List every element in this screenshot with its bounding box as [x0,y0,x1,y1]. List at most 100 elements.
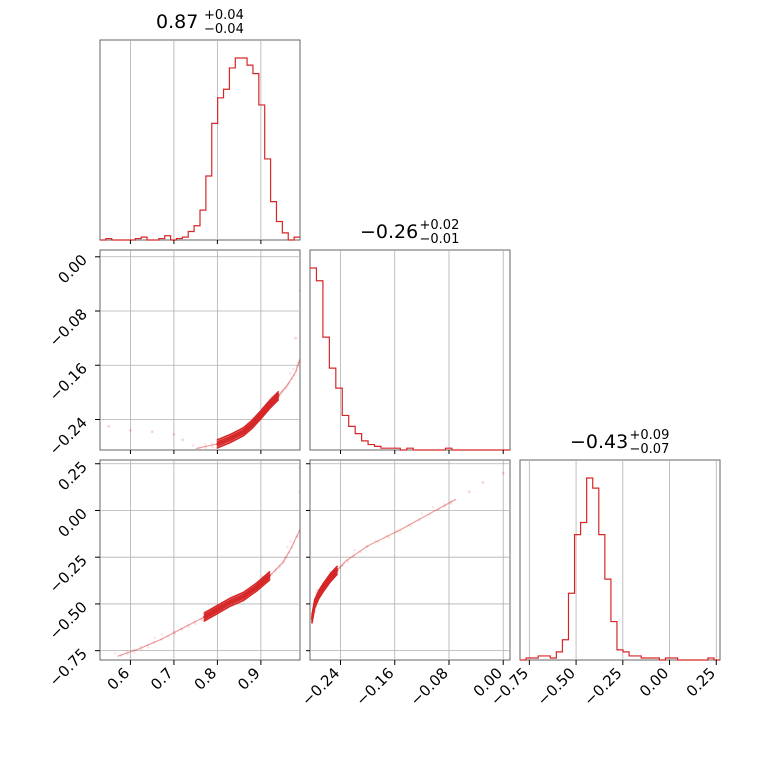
joint-panel-2 [309,459,511,661]
sample-point [125,650,129,653]
sample-point [281,390,285,393]
sample-point [179,627,183,630]
sample-point [437,508,441,511]
joint-panel-0 [99,249,301,451]
panel-frame [309,459,511,661]
sample-point [132,648,135,651]
sample-point [449,502,453,505]
sample-point [278,564,282,567]
sample-point [107,424,111,428]
sample-point [365,544,368,548]
contour-line [216,397,280,447]
sample-point [113,651,117,655]
title-minus: −0.01 [420,232,460,247]
sample-point [296,361,300,365]
sample-point [385,534,388,538]
sample-point [449,500,453,503]
x-tick-label: −0.08 [407,664,452,709]
sample-point [366,545,369,549]
sample-point [443,505,447,508]
contour-line [216,394,280,445]
sample-point [186,623,190,627]
sample-point [153,636,157,640]
sample-point [187,625,190,629]
sample-point [298,289,300,293]
sample-point [150,430,154,434]
sample-point [314,591,318,595]
sample-point [341,564,344,567]
sample-point [359,550,362,554]
sample-point [467,490,471,494]
sample-point [431,505,435,509]
contour-line [311,573,338,624]
sample-point [338,566,341,570]
density-ridge [311,498,457,620]
sample-point [399,530,402,533]
sample-point [197,447,201,450]
sample-point [139,645,143,649]
sample-point [346,560,350,563]
sample-point [280,390,284,393]
sample-point [299,529,300,532]
x-tick-label: −0.50 [534,664,579,709]
sample-point [290,546,294,550]
sample-point [294,336,298,340]
sample-point [275,567,278,571]
title-plus: +0.09 [630,428,670,443]
sample-point [420,512,424,515]
sample-point [295,369,298,372]
sample-point [287,551,291,555]
panel-frame [99,39,301,241]
sample-point [270,573,274,576]
y-tick-label: 0.00 [54,505,90,541]
sample-point [204,446,208,450]
contour-line [203,574,271,619]
sample-point [288,381,291,384]
x-tick-label: 0.25 [683,664,719,700]
sample-point [395,529,399,533]
sample-point [201,618,204,622]
sample-point [274,569,277,573]
sample-point [211,445,214,449]
sample-point [387,535,391,539]
sample-point [409,524,413,528]
y-tick-label: −0.25 [46,551,91,596]
panel-frame [519,459,721,661]
sample-point [290,377,294,381]
x-tick-label: −0.16 [352,664,397,709]
sample-point [481,481,485,484]
histogram-panel-1 [309,249,511,451]
sample-point [286,382,290,386]
x-tick-label: 0.9 [234,664,264,694]
y-tick-label: −0.16 [46,359,91,404]
sample-point [340,564,344,567]
title-median: 0.87 [156,11,198,33]
title-median: −0.26 [360,221,418,243]
density-ridge [195,358,300,450]
x-tick-label: −0.24 [298,664,343,709]
sample-point [119,654,123,658]
sample-point [181,438,185,442]
sample-point [443,503,446,506]
sample-point [129,428,132,432]
density-ridge [117,528,300,657]
contour-line [216,391,280,441]
x-tick-label: 0.00 [636,664,672,700]
x-tick-label: 0.7 [147,664,177,694]
contour-line [203,577,271,620]
sample-point [289,372,292,375]
histogram-panel-2 [519,459,721,661]
sample-point [191,444,195,447]
histogram-step-line [520,477,720,661]
sample-point [298,363,300,367]
panel-content [113,466,300,658]
sample-point [292,373,296,377]
panel-title-2: −0.43 +0.09−0.07 [570,428,669,457]
sample-point [342,561,346,565]
sample-point [146,646,150,649]
joint-panel-1 [99,459,301,661]
title-median: −0.43 [570,431,628,453]
sample-point [146,643,149,647]
sample-point [417,518,421,522]
